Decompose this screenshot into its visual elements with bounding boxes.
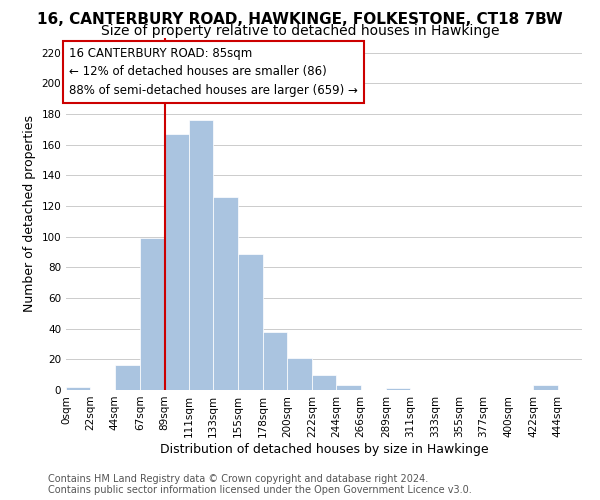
Bar xyxy=(533,386,557,390)
Bar xyxy=(140,238,164,390)
Bar xyxy=(386,388,410,390)
Bar xyxy=(189,120,213,390)
Bar xyxy=(238,254,263,390)
Text: Contains HM Land Registry data © Crown copyright and database right 2024.: Contains HM Land Registry data © Crown c… xyxy=(48,474,428,484)
Bar xyxy=(164,134,189,390)
Bar xyxy=(115,366,140,390)
Text: Size of property relative to detached houses in Hawkinge: Size of property relative to detached ho… xyxy=(101,24,499,38)
Bar xyxy=(336,386,361,390)
Bar xyxy=(263,332,287,390)
Text: 16, CANTERBURY ROAD, HAWKINGE, FOLKESTONE, CT18 7BW: 16, CANTERBURY ROAD, HAWKINGE, FOLKESTON… xyxy=(37,12,563,26)
X-axis label: Distribution of detached houses by size in Hawkinge: Distribution of detached houses by size … xyxy=(160,442,488,456)
Y-axis label: Number of detached properties: Number of detached properties xyxy=(23,116,36,312)
Bar xyxy=(213,197,238,390)
Text: 16 CANTERBURY ROAD: 85sqm
← 12% of detached houses are smaller (86)
88% of semi-: 16 CANTERBURY ROAD: 85sqm ← 12% of detac… xyxy=(70,46,358,96)
Bar xyxy=(312,374,336,390)
Bar xyxy=(287,358,312,390)
Bar xyxy=(66,387,91,390)
Text: Contains public sector information licensed under the Open Government Licence v3: Contains public sector information licen… xyxy=(48,485,472,495)
